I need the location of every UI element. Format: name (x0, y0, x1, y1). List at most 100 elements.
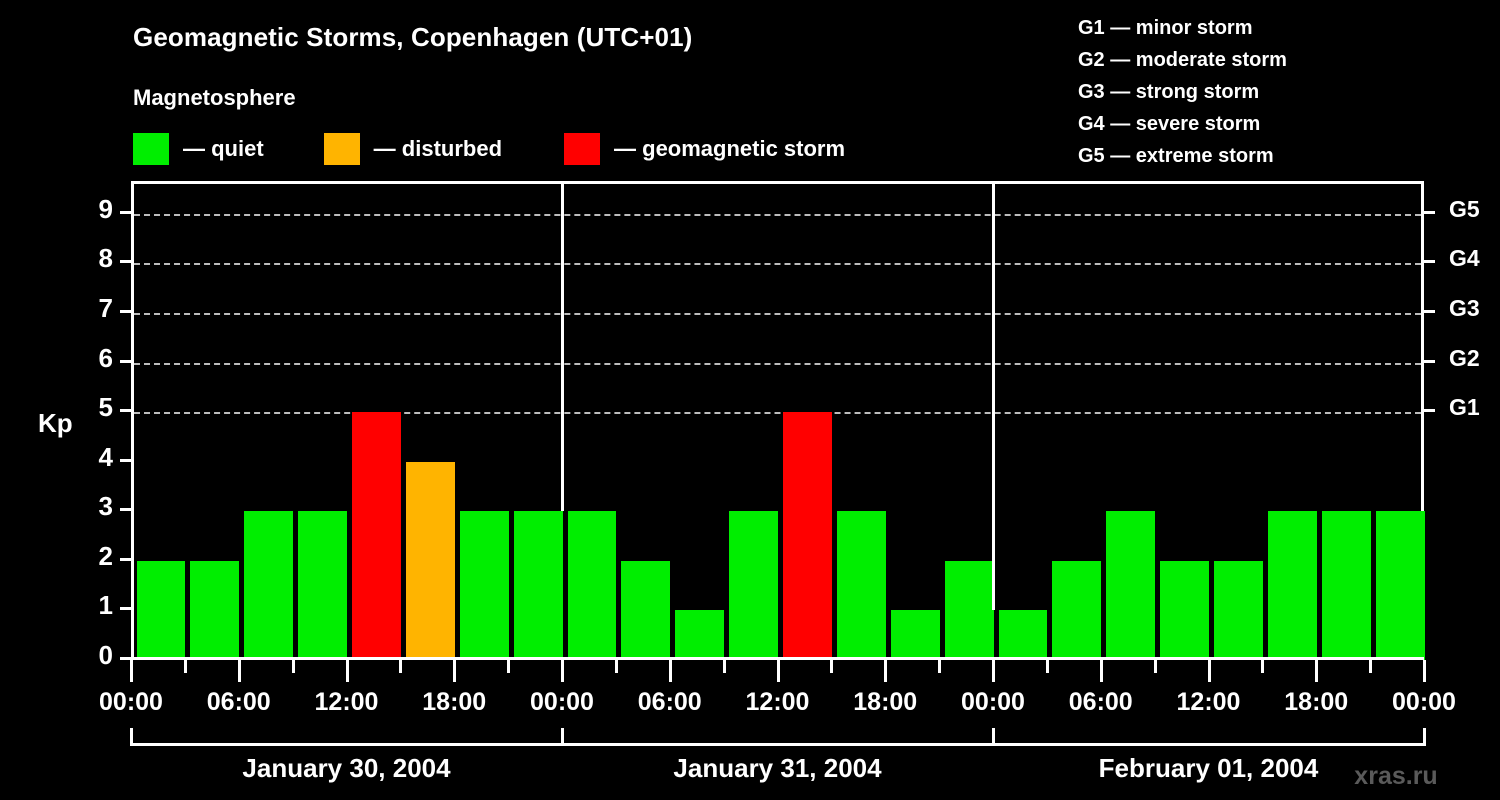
x-axis-time-label: 00:00 (530, 688, 594, 716)
x-axis-tick-major (1099, 660, 1103, 682)
x-axis-tick-minor (1261, 660, 1265, 673)
bar (1106, 511, 1156, 660)
x-axis-tick-minor (183, 660, 187, 673)
storm-scale-line-g1: G1 — minor storm (1078, 17, 1253, 39)
bar (567, 511, 617, 660)
date-label: January 30, 2004 (242, 753, 451, 783)
bar (890, 610, 940, 660)
bar (1375, 511, 1425, 660)
gridline-kp-5 (134, 412, 1421, 415)
date-bracket-tick (992, 728, 995, 746)
storm-scale-line-g5: G5 — extreme storm (1078, 145, 1274, 167)
bar (675, 610, 725, 660)
x-axis-time-label: 06:00 (637, 688, 702, 716)
legend-item-disturbed: — disturbed (323, 133, 502, 165)
g-scale-label-g1: G1 (1449, 394, 1480, 421)
x-axis-tick-major (130, 660, 133, 682)
bar (729, 511, 778, 660)
g-scale-tick (1424, 260, 1435, 264)
x-axis-time-label: 12:00 (314, 688, 379, 716)
plot-inner (134, 184, 1425, 660)
legend-item-quiet: — quiet (133, 133, 264, 165)
g-scale-label-g3: G3 (1449, 294, 1480, 321)
g-scale-tick (1424, 210, 1435, 214)
y-axis-title: Kp (38, 408, 73, 438)
storm-scale-line-g3: G3 — strong storm (1078, 81, 1260, 103)
bar (783, 412, 832, 660)
g-scale-tick (1424, 409, 1435, 413)
bar (459, 511, 509, 660)
y-axis-tick (120, 508, 131, 512)
y-axis-tick-label: 9 (98, 193, 113, 224)
legend-label-quiet: — quiet (183, 136, 264, 161)
date-bracket-tick (1423, 728, 1426, 746)
bar (190, 560, 240, 660)
bar (944, 560, 994, 660)
x-axis-tick-major (345, 660, 349, 682)
bar (352, 412, 401, 660)
date-label: January 31, 2004 (673, 753, 882, 783)
date-bracket (562, 743, 993, 746)
x-axis-tick-minor (1153, 660, 1157, 673)
y-axis-tick (120, 409, 131, 413)
x-axis-tick-major (884, 660, 888, 682)
y-axis-tick-label: 4 (98, 441, 113, 472)
y-axis-tick (120, 458, 131, 462)
bar (1052, 560, 1102, 660)
g-scale-label-g2: G2 (1449, 344, 1480, 371)
chart-subtitle: Magnetosphere (133, 85, 296, 110)
bar (513, 511, 563, 660)
gridline-kp-6 (134, 362, 1421, 365)
y-axis-tick-label: 0 (98, 640, 113, 670)
y-axis-tick-label: 5 (98, 392, 113, 423)
date-label: February 01, 2004 (1098, 753, 1319, 783)
x-axis-time-label: 18:00 (853, 688, 918, 716)
y-axis-tick-label: 3 (98, 491, 113, 522)
y-axis-tick (120, 657, 131, 660)
y-axis-tick (120, 260, 131, 264)
day-separator-line (992, 181, 995, 611)
color-legend: — quiet — disturbed — geomagnetic storm (133, 133, 845, 165)
g-scale-label-g4: G4 (1449, 245, 1480, 272)
date-bracket-tick (130, 728, 133, 746)
bar (136, 560, 186, 660)
bar (1321, 511, 1371, 660)
y-axis-tick-label: 8 (98, 243, 113, 274)
x-axis-tick-minor (507, 660, 511, 673)
x-axis-tick-minor (291, 660, 295, 673)
y-axis-tick (120, 359, 131, 363)
x-axis-tick-major (1315, 660, 1319, 682)
storm-scale-line-g4: G4 — severe storm (1078, 113, 1261, 135)
watermark: xras.ru (1354, 762, 1438, 790)
x-axis-tick-minor (399, 660, 403, 673)
bar (1214, 560, 1263, 660)
x-axis-time-label: 00:00 (99, 688, 163, 716)
y-axis-tick-label: 6 (98, 342, 113, 373)
bar (998, 610, 1048, 660)
legend-swatch-geomagnetic-storm (564, 133, 601, 165)
g-scale-label-g5: G5 (1449, 195, 1480, 222)
gridline-kp-7 (134, 312, 1421, 315)
x-axis-tick-major (1207, 660, 1211, 682)
x-axis-tick-minor (1045, 660, 1049, 673)
date-bracket (131, 743, 562, 746)
bar (1267, 511, 1317, 660)
g-scale-tick (1424, 359, 1435, 363)
y-axis-tick (120, 210, 131, 214)
date-bracket-tick (561, 728, 564, 746)
x-axis-tick-major (668, 660, 672, 682)
bar (405, 461, 455, 660)
date-bracket (993, 743, 1424, 746)
bar (621, 560, 671, 660)
x-axis-tick-minor (722, 660, 726, 673)
x-axis-tick-minor (1369, 660, 1373, 673)
y-axis-tick (120, 607, 131, 611)
chart-plot-area (131, 181, 1425, 660)
x-axis-tick-minor (614, 660, 618, 673)
x-axis-tick-major (1423, 660, 1426, 682)
x-axis-time-label: 18:00 (422, 688, 487, 716)
x-axis-tick-minor (938, 660, 942, 673)
gridline-kp-8 (134, 263, 1421, 266)
x-axis-time-label: 18:00 (1284, 688, 1349, 716)
x-axis-tick-major (561, 660, 564, 682)
